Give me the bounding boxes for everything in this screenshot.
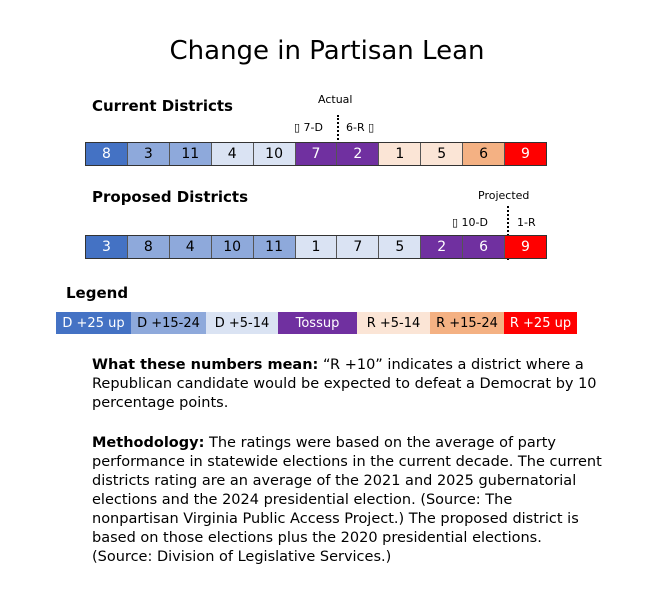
current-left-note: ▯ 7-D bbox=[294, 121, 323, 134]
proposed-annotation-title: Projected bbox=[478, 189, 530, 202]
proposed-district-cell: 2 bbox=[421, 236, 464, 258]
current-district-cell: 5 bbox=[421, 143, 464, 165]
current-district-cell: 3 bbox=[127, 143, 170, 165]
proposed-districts-bar: 3 8 4 10 11 1 7 5 2 6 9 bbox=[85, 235, 547, 259]
proposed-left-note: ▯ 10-D bbox=[452, 216, 488, 229]
proposed-district-cell: 11 bbox=[253, 236, 296, 258]
methodology-text: The ratings were based on the average of… bbox=[92, 435, 602, 565]
legend-item: R +15-24 bbox=[430, 312, 504, 334]
legend-item: Tossup bbox=[278, 312, 357, 334]
legend-item: D +15-24 bbox=[131, 312, 206, 334]
legend-item: D +5-14 bbox=[206, 312, 278, 334]
current-district-cell: 1 bbox=[379, 143, 422, 165]
meaning-text: “R +10” indicates a district where a Rep… bbox=[92, 357, 597, 411]
current-districts-bar: 8 3 11 4 10 7 2 1 5 6 9 bbox=[85, 142, 547, 166]
methodology-heading: Methodology: bbox=[92, 435, 205, 451]
current-district-cell: 9 bbox=[505, 143, 546, 165]
current-district-cell: 7 bbox=[295, 143, 338, 165]
current-divider bbox=[337, 115, 339, 163]
proposed-districts-label: Proposed Districts bbox=[92, 188, 249, 206]
legend-item: R +5-14 bbox=[357, 312, 430, 334]
current-right-note: 6-R ▯ bbox=[346, 121, 375, 134]
methodology-paragraph: Methodology: The ratings were based on t… bbox=[92, 434, 602, 567]
proposed-district-cell: 8 bbox=[127, 236, 170, 258]
legend-item: D +25 up bbox=[56, 312, 131, 334]
proposed-district-cell: 6 bbox=[463, 236, 506, 258]
current-annotation-title: Actual bbox=[318, 93, 353, 106]
current-districts-label: Current Districts bbox=[92, 97, 233, 115]
proposed-divider bbox=[507, 206, 509, 260]
current-district-cell: 4 bbox=[211, 143, 254, 165]
proposed-district-cell: 7 bbox=[337, 236, 380, 258]
proposed-right-note: 1-R bbox=[517, 216, 536, 229]
current-district-cell: 2 bbox=[337, 143, 380, 165]
proposed-district-cell: 4 bbox=[169, 236, 212, 258]
current-district-cell: 10 bbox=[253, 143, 296, 165]
current-district-cell: 6 bbox=[463, 143, 506, 165]
legend: D +25 up D +15-24 D +5-14 Tossup R +5-14 R +1… bbox=[56, 312, 577, 334]
proposed-district-cell: 1 bbox=[295, 236, 338, 258]
proposed-district-cell: 5 bbox=[379, 236, 422, 258]
proposed-district-cell: 10 bbox=[211, 236, 254, 258]
meaning-heading: What these numbers mean: bbox=[92, 357, 319, 373]
legend-item: R +25 up bbox=[504, 312, 577, 334]
current-district-cell: 8 bbox=[86, 143, 128, 165]
legend-label: Legend bbox=[66, 284, 129, 302]
page-title: Change in Partisan Lean bbox=[169, 36, 485, 66]
meaning-paragraph: What these numbers mean: “R +10” indicat… bbox=[92, 356, 602, 413]
proposed-district-cell: 3 bbox=[86, 236, 128, 258]
proposed-district-cell: 9 bbox=[505, 236, 546, 258]
current-district-cell: 11 bbox=[169, 143, 212, 165]
